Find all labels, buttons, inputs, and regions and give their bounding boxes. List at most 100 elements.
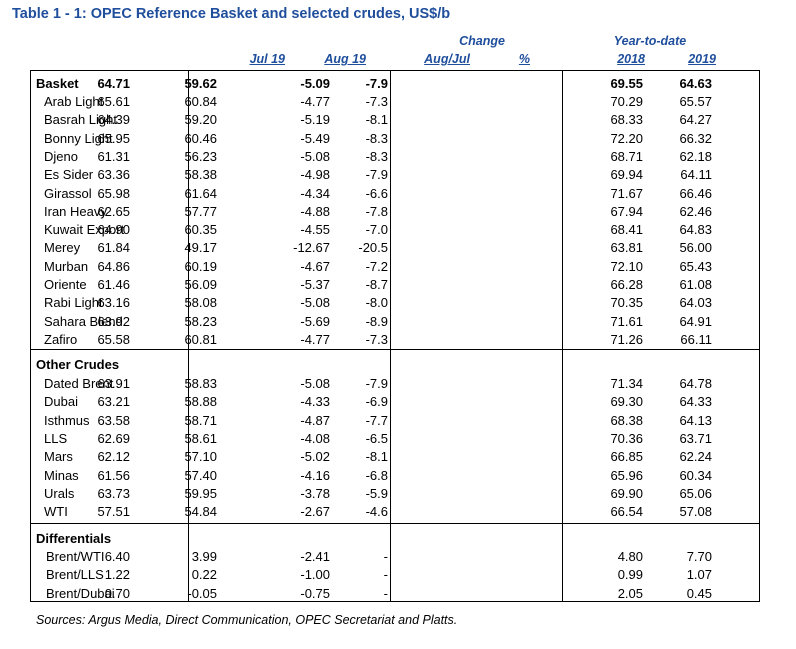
table-row-basket: Basket 64.71 59.62 -5.09 -7.9 69.55 64.63 [30, 75, 760, 93]
cell-value: -5.08 [300, 295, 330, 311]
cell-value: -4.55 [300, 222, 330, 238]
table-row: Arab Light 65.61 60.84 -4.77 -7.3 70.29 65.57 [30, 93, 760, 111]
divider-col-1 [188, 70, 189, 602]
cell-value: -5.37 [300, 277, 330, 292]
cell-value: -7.9 [365, 376, 388, 391]
row-label: Bonny Light [44, 130, 113, 146]
cell-value: 60.46 [184, 130, 217, 146]
cell-value: 56.09 [184, 277, 217, 292]
cell-value: 58.88 [184, 394, 217, 410]
table-row: Murban 64.86 60.19 -4.67 -7.2 72.10 65.43 [30, 258, 760, 276]
cell-value: 64.71 [97, 76, 130, 91]
cell-value: -7.8 [365, 203, 388, 219]
table-row: Urals 63.73 59.95 -3.78 -5.9 69.90 65.06 [30, 485, 760, 503]
cell-value: 7.70 [686, 549, 712, 564]
cell-value: 0.70 [104, 585, 130, 601]
cell-value: 64.13 [679, 412, 712, 428]
cell-value: 62.46 [679, 203, 712, 219]
row-label: Isthmus [44, 412, 90, 428]
row-label: Brent/WTI [46, 549, 105, 564]
cell-value: -5.08 [300, 376, 330, 391]
table-row: Kuwait Export 64.90 60.35 -4.55 -7.0 68.41 64.… [30, 221, 760, 239]
cell-value: 63.71 [679, 430, 712, 446]
cell-value: -4.08 [300, 430, 330, 446]
cell-value: 68.33 [610, 112, 643, 128]
cell-value: 64.27 [679, 112, 712, 128]
cell-value: -4.77 [300, 331, 330, 347]
cell-value: 64.63 [679, 76, 712, 91]
row-label: LLS [44, 430, 68, 446]
cell-value: 69.94 [610, 167, 643, 183]
cell-value: -7.3 [365, 331, 388, 347]
cell-value: 58.23 [184, 313, 217, 329]
table-row: Minas 61.56 57.40 -4.16 -6.8 65.96 60.34 [30, 467, 760, 485]
cell-value: 65.61 [97, 94, 130, 109]
cell-value: 64.33 [679, 394, 712, 410]
table-row: Djeno 61.31 56.23 -5.08 -8.3 68.71 62.18 [30, 148, 760, 166]
cell-value: 70.36 [610, 430, 643, 446]
table-row: Sahara Blend 63.92 58.23 -5.69 -8.9 71.61 64.9… [30, 313, 760, 331]
cell-value: -5.08 [300, 148, 330, 164]
cell-value: 57.77 [184, 203, 217, 219]
table-row: Girassol 65.98 61.64 -4.34 -6.6 71.67 66.46 [30, 185, 760, 203]
divider-row-2 [30, 523, 760, 524]
cell-value: -6.8 [365, 467, 388, 483]
cell-value: -7.7 [365, 412, 388, 428]
col-header-aug19: Aug 19 [324, 52, 366, 66]
cell-value: 57.40 [184, 467, 217, 483]
cell-value: -5.19 [300, 112, 330, 128]
row-label: Oriente [44, 277, 87, 292]
cell-value: 62.69 [97, 430, 130, 446]
cell-value: 59.62 [184, 76, 217, 91]
cell-value: -5.02 [300, 449, 330, 465]
cell-value: 63.58 [97, 412, 130, 428]
cell-value: 60.84 [184, 94, 217, 109]
row-label: Iran Heavy [44, 203, 107, 219]
cell-value: 62.24 [679, 449, 712, 465]
cell-value: - [383, 585, 388, 601]
row-label: Arab Light [44, 94, 104, 109]
cell-value: -4.77 [300, 94, 330, 109]
cell-value: -7.9 [365, 76, 388, 91]
section-title-other-crudes: Other Crudes [36, 357, 120, 372]
cell-value: 62.12 [97, 449, 130, 465]
row-label: Merey [44, 240, 81, 256]
cell-value: -4.98 [300, 167, 330, 183]
row-label: Minas [44, 467, 79, 483]
cell-value: 65.43 [679, 258, 712, 274]
table-row: Basrah Light 64.39 59.20 -5.19 -8.1 68.33 64.2… [30, 111, 760, 129]
cell-value: 58.61 [184, 430, 217, 446]
table-row: Isthmus 63.58 58.71 -4.87 -7.7 68.38 64.13 [30, 412, 760, 430]
cell-value: 54.84 [184, 504, 217, 520]
cell-value: -5.69 [300, 313, 330, 329]
row-label: Urals [44, 485, 75, 501]
row-label: Mars [44, 449, 73, 465]
cell-value: 63.21 [97, 394, 130, 410]
cell-value: -4.88 [300, 203, 330, 219]
cell-value: 66.54 [610, 504, 643, 520]
divider-col-2 [390, 70, 391, 602]
table-row: Iran Heavy 62.65 57.77 -4.88 -7.8 67.94 62.46 [30, 203, 760, 221]
cell-value: -20.5 [358, 240, 388, 256]
cell-value: 72.10 [610, 258, 643, 274]
cell-value: -0.75 [300, 585, 330, 601]
cell-value: 2.05 [617, 585, 643, 601]
table-frame [30, 70, 760, 602]
cell-value: 65.58 [97, 331, 130, 347]
cell-value: -6.6 [365, 185, 388, 201]
cell-value: -7.3 [365, 94, 388, 109]
cell-value: 71.61 [610, 313, 643, 329]
col-header-augjul: Aug/Jul [424, 52, 470, 66]
cell-value: -7.2 [365, 258, 388, 274]
table-row: Brent/WTI 6.40 3.99 -2.41 - 4.80 7.70 [30, 548, 760, 566]
cell-value: -8.1 [365, 112, 388, 128]
cell-value: 70.35 [610, 295, 643, 311]
cell-value: 0.22 [191, 567, 217, 583]
cell-value: -8.9 [365, 313, 388, 329]
cell-value: 3.99 [191, 549, 217, 564]
row-label: Murban [44, 258, 89, 274]
cell-value: 65.06 [679, 485, 712, 501]
cell-value: 57.51 [97, 504, 130, 520]
cell-value: 60.35 [184, 222, 217, 238]
cell-value: 65.95 [97, 130, 130, 146]
